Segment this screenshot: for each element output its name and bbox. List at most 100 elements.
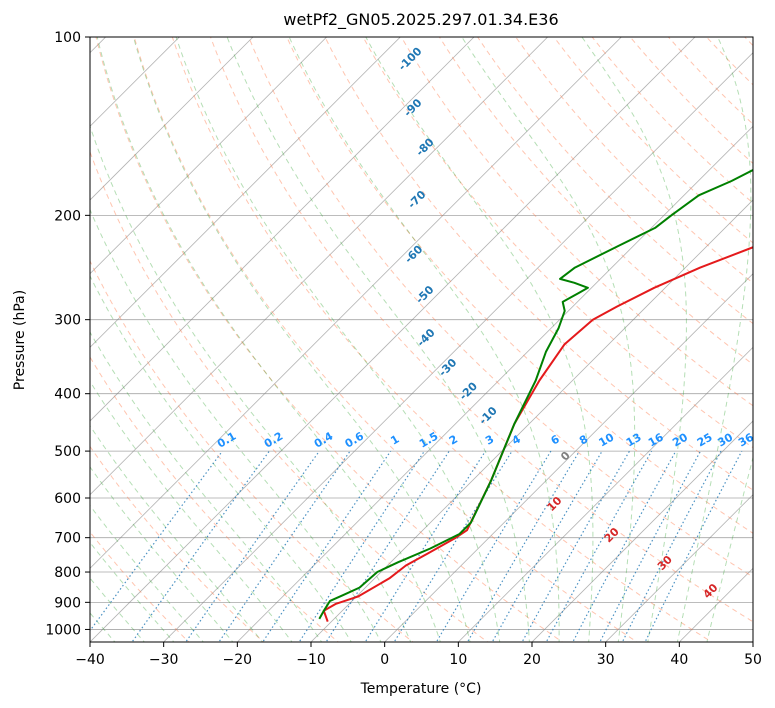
background-lines — [0, 24, 775, 645]
mixing-ratio-label: 4 — [510, 432, 523, 447]
dry-adiabat-line — [209, 37, 753, 623]
dry-adiabat-line — [705, 37, 753, 86]
y-tick-label: 500 — [54, 444, 81, 460]
isotherm-line — [90, 37, 622, 569]
moist-adiabat-label: 20 — [602, 525, 622, 545]
isotherm-line — [605, 494, 753, 642]
moist-adiabat-line — [90, 208, 382, 642]
mixing-ratio-line — [393, 450, 513, 642]
axis-ticks: −40 −30 −20 −10 0 10 20 30 40 5010020030040050060… — [45, 30, 762, 668]
dry-adiabat-line — [629, 37, 753, 165]
mixing-ratio-label: 6 — [549, 432, 562, 447]
mixing-ratio-label: 0.2 — [262, 430, 285, 451]
moist-adiabat-line — [90, 380, 293, 642]
isotherm-line — [90, 37, 549, 496]
mixing-ratio-label: 13 — [624, 431, 644, 450]
moist-adiabat-line — [461, 37, 636, 642]
x-tick-label: 20 — [523, 652, 541, 668]
isotherm-line — [90, 37, 696, 642]
isotherm-line — [384, 273, 753, 642]
isotherm-line — [90, 37, 254, 201]
dry-adiabat-line — [95, 37, 564, 642]
isotherm-line — [752, 641, 753, 642]
y-tick-label: 400 — [54, 387, 81, 403]
dry-adiabat-line — [90, 445, 265, 642]
dry-adiabat-label: -70 — [405, 188, 428, 211]
moist-adiabat-line — [90, 274, 352, 642]
plot-frame — [89, 36, 754, 643]
dry-adiabat-label: -30 — [436, 356, 459, 379]
y-tick-label: 100 — [54, 30, 81, 46]
y-tick-label: 800 — [54, 565, 81, 581]
data-lines — [318, 168, 753, 622]
isotherm-line — [457, 346, 753, 642]
dry-adiabat-line — [171, 37, 713, 642]
x-tick-label: 10 — [449, 652, 467, 668]
moist-adiabat-line — [581, 37, 687, 642]
chart-title: wetPf2_GN05.2025.297.01.34.E36 — [283, 10, 558, 30]
isotherm-line — [90, 37, 328, 275]
moist-adiabat-line — [676, 37, 752, 642]
x-tick-label: 40 — [670, 652, 688, 668]
isotherm-line — [163, 52, 753, 642]
moist-adiabat-line — [90, 424, 264, 642]
y-tick-label: 600 — [54, 491, 81, 507]
dry-adiabat-label: -90 — [401, 96, 424, 119]
mixing-ratio-line — [185, 450, 320, 642]
x-axis-label: Temperature (°C) — [360, 681, 482, 697]
moist-adiabat-line — [175, 37, 501, 642]
moist-adiabat-line — [0, 220, 58, 644]
mixing-ratio-label: 25 — [695, 431, 715, 450]
isotherm-line — [90, 37, 401, 348]
isotherm-line — [678, 567, 753, 642]
dry-adiabat-line — [90, 259, 414, 642]
x-tick-label: 0 — [380, 652, 389, 668]
mixing-ratio-label: 0.1 — [215, 430, 238, 451]
moist-adiabat-line — [90, 541, 175, 642]
mixing-ratio-label: 1.5 — [417, 430, 440, 451]
mixing-ratio-label: 1 — [388, 433, 401, 448]
mixing-ratio-line — [218, 450, 351, 642]
moist-adiabat-line — [90, 504, 204, 642]
mixing-ratio-line — [572, 450, 677, 642]
dry-adiabat-line — [400, 37, 753, 407]
mixing-ratio-line — [621, 450, 722, 642]
x-tick-label: −40 — [75, 652, 105, 668]
dry-adiabat-line — [591, 37, 753, 204]
y-tick-label: 700 — [54, 531, 81, 547]
moist-adiabat-line — [90, 466, 234, 642]
mixing-ratio-label: 0.6 — [343, 429, 367, 450]
y-tick-label: 200 — [54, 208, 81, 224]
y-tick-label: 300 — [54, 313, 81, 329]
moist-adiabat-line — [90, 124, 412, 642]
dry-adiabat-label: -10 — [476, 404, 499, 427]
x-tick-label: −30 — [149, 652, 179, 668]
dry-adiabat-line — [770, 24, 775, 645]
dry-adiabat-line — [324, 37, 753, 491]
dry-adiabat-line — [477, 37, 753, 325]
dry-adiabat-line — [248, 37, 753, 578]
dry-adiabat-line — [515, 37, 753, 284]
mixing-ratio-line — [466, 450, 580, 642]
dry-adiabat-label: -40 — [414, 326, 437, 349]
y-axis-label: Pressure (hPa) — [12, 290, 28, 390]
moist-adiabat-line — [226, 37, 530, 642]
dry-adiabat-label: -20 — [457, 379, 480, 402]
moist-adiabat-line — [365, 37, 594, 642]
x-tick-label: 50 — [744, 652, 762, 668]
dry-adiabat-line — [90, 356, 340, 642]
y-tick-label: 900 — [54, 595, 81, 611]
mixing-ratio-line — [644, 450, 743, 642]
mixing-ratio-line — [262, 450, 392, 642]
mixing-ratio-label: 8 — [577, 433, 590, 448]
isotherm-line — [90, 37, 180, 127]
x-tick-label: −10 — [296, 652, 326, 668]
isotherm-line — [531, 420, 753, 642]
mixing-ratio-label: 20 — [670, 430, 690, 449]
dry-adiabat-line — [667, 37, 753, 125]
dry-adiabat-label: -60 — [402, 242, 425, 265]
dewpoint-profile — [318, 168, 753, 620]
isotherm-line — [310, 199, 753, 642]
mixing-ratio-line — [90, 450, 223, 632]
